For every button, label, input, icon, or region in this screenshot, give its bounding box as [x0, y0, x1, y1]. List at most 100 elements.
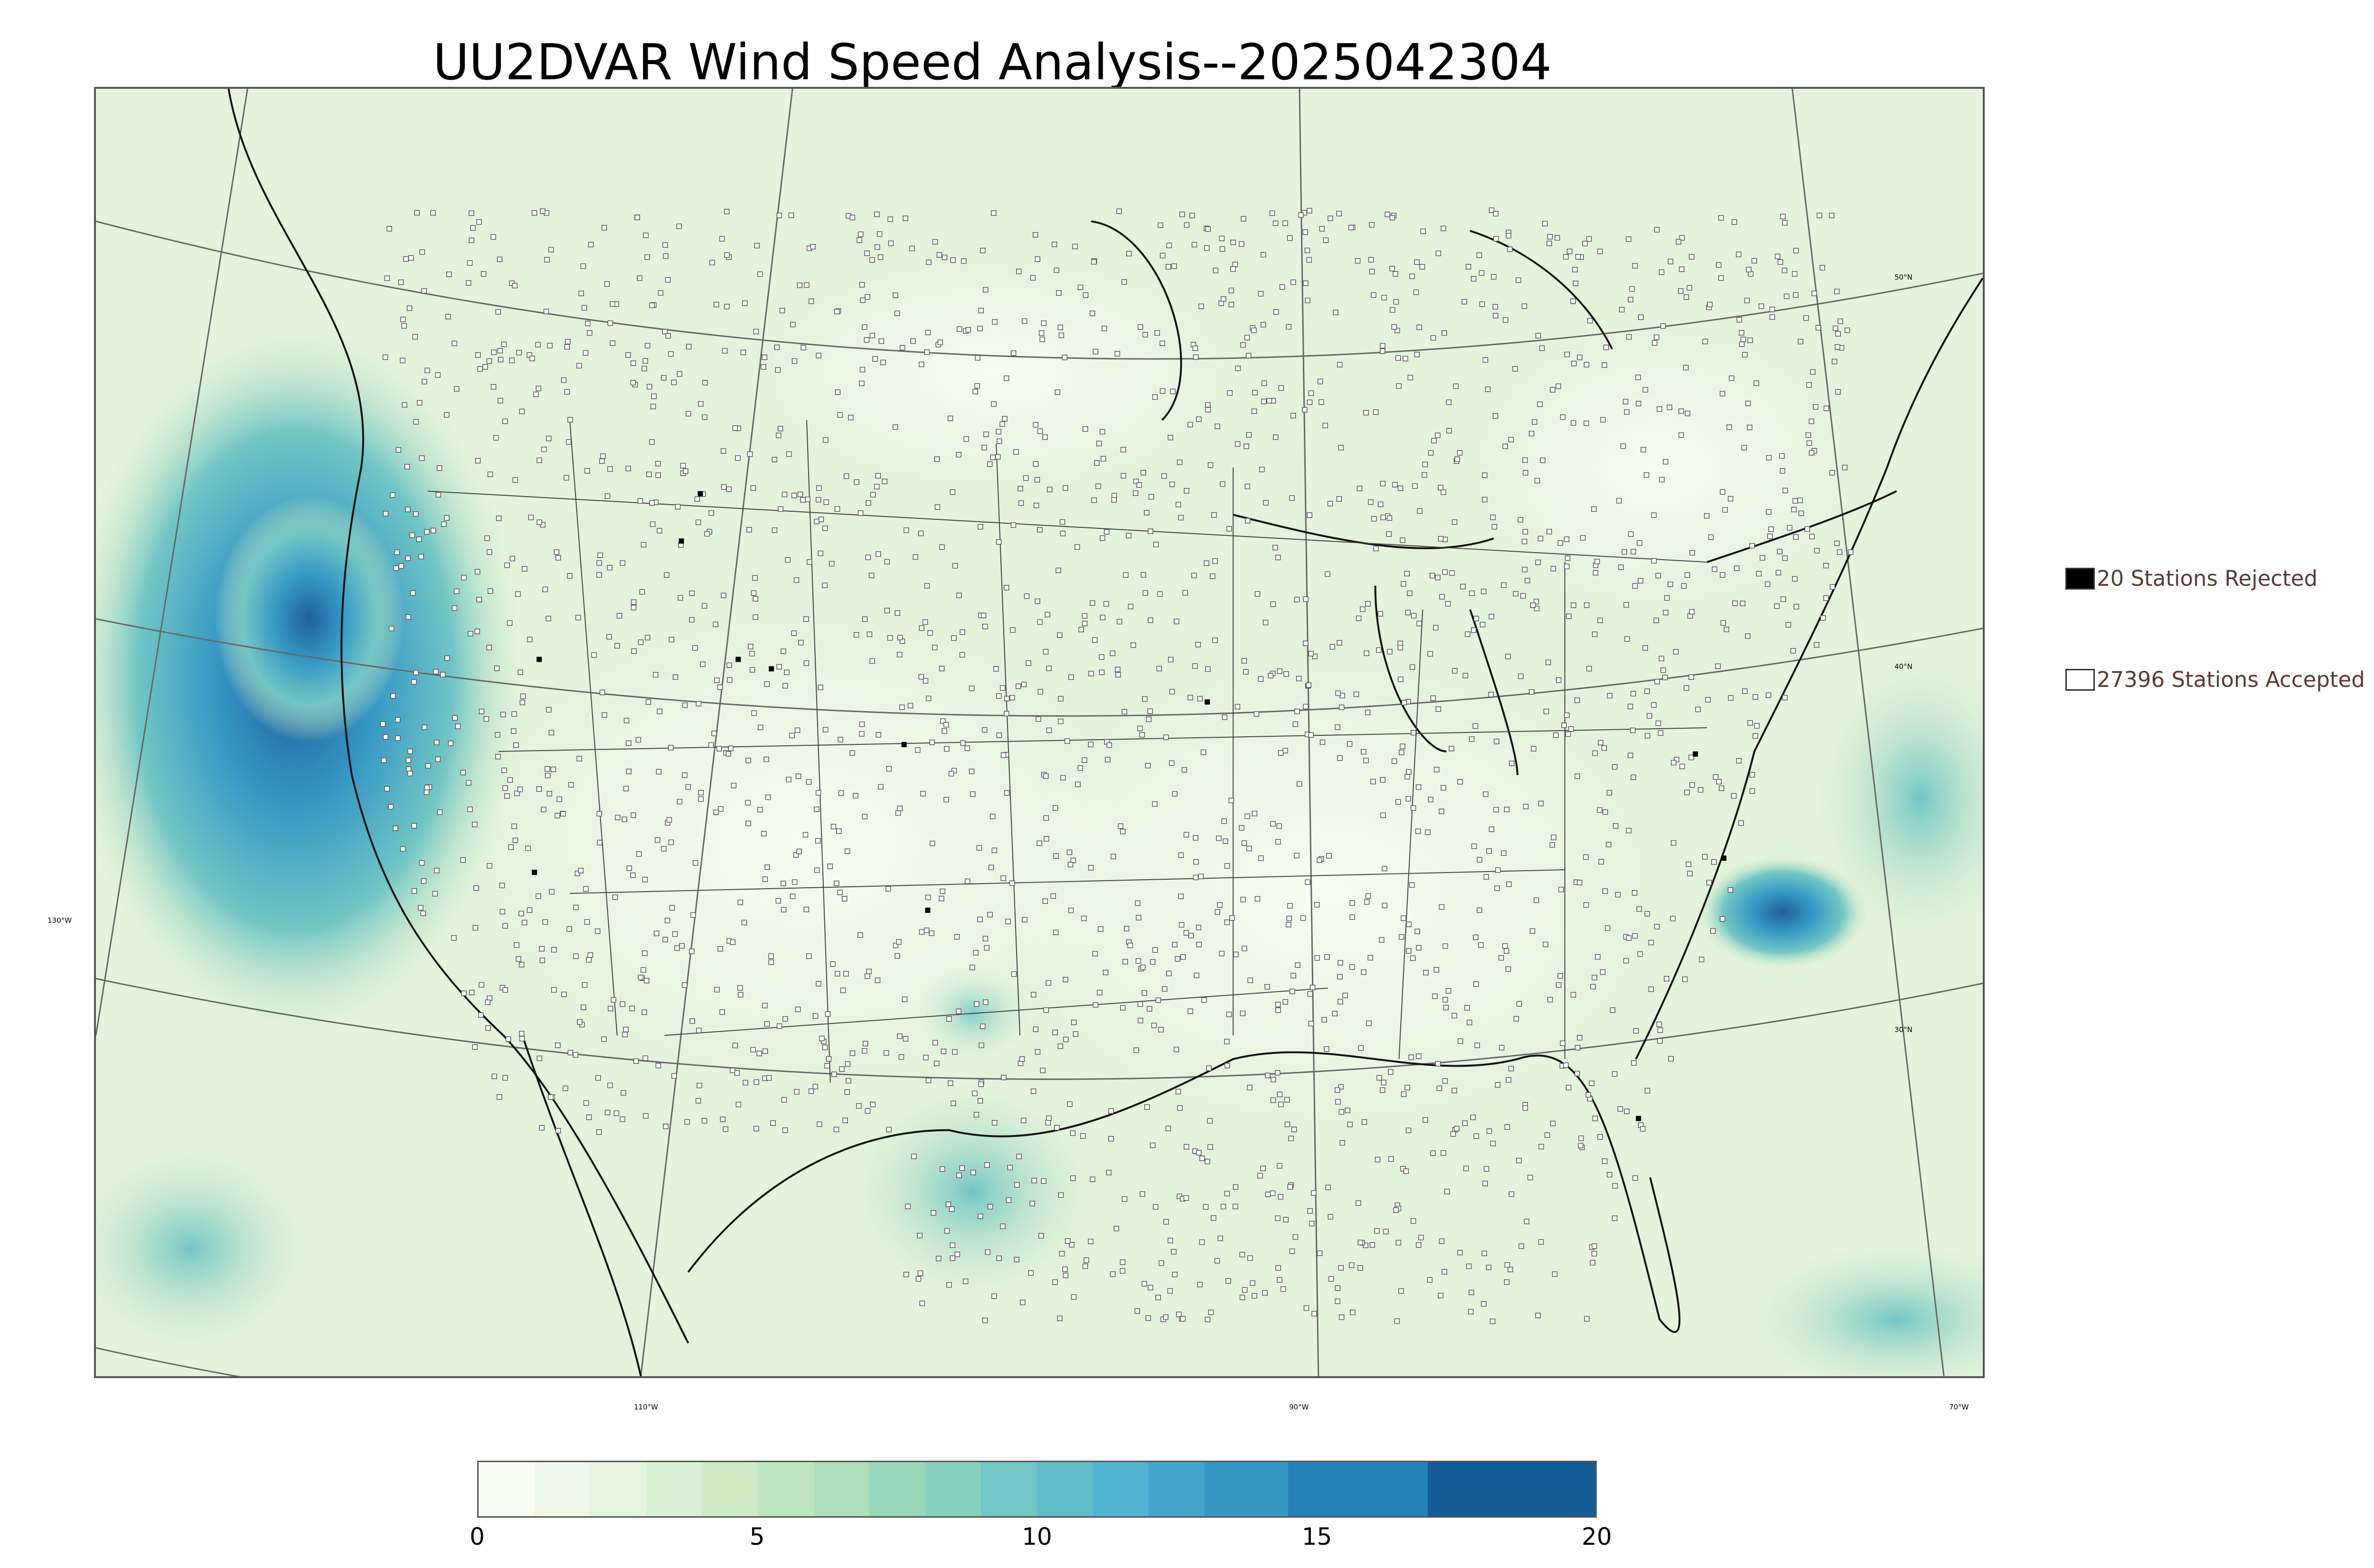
accepted-station-marker	[1684, 685, 1689, 691]
accepted-station-marker	[922, 619, 928, 625]
accepted-station-marker	[837, 890, 843, 895]
accepted-station-marker	[1239, 241, 1244, 247]
accepted-station-marker	[1370, 779, 1376, 785]
accepted-station-marker	[1787, 525, 1792, 531]
accepted-station-marker	[555, 1042, 561, 1048]
accepted-station-marker	[898, 1054, 904, 1060]
accepted-station-marker	[984, 1162, 990, 1168]
rejected-station-marker	[1205, 699, 1210, 705]
accepted-station-marker	[1745, 401, 1751, 406]
accepted-station-marker	[1258, 676, 1264, 682]
accepted-station-marker	[1547, 997, 1553, 1003]
accepted-station-marker	[1535, 333, 1541, 338]
accepted-station-marker	[1312, 653, 1318, 659]
accepted-station-marker	[782, 1127, 788, 1133]
accepted-station-marker	[896, 652, 903, 657]
accepted-station-marker	[1075, 781, 1081, 788]
accepted-station-marker	[421, 878, 427, 884]
accepted-station-marker	[1149, 959, 1156, 965]
accepted-station-marker	[1184, 488, 1189, 494]
accepted-station-marker	[642, 1055, 649, 1061]
accepted-station-marker	[1014, 1182, 1020, 1188]
accepted-station-marker	[822, 1044, 828, 1051]
accepted-station-marker	[1082, 757, 1087, 763]
accepted-station-marker	[586, 957, 592, 963]
accepted-station-marker	[1600, 969, 1606, 975]
accepted-station-marker	[1414, 259, 1420, 265]
accepted-station-marker	[1597, 1134, 1603, 1140]
accepted-station-marker	[1140, 964, 1146, 970]
accepted-station-marker	[460, 770, 466, 776]
accepted-station-marker	[1133, 479, 1139, 484]
accepted-station-marker	[952, 563, 958, 569]
accepted-station-marker	[1404, 774, 1410, 779]
accepted-station-marker	[761, 831, 767, 836]
accepted-station-marker	[849, 1050, 856, 1056]
accepted-station-marker	[1498, 955, 1504, 961]
accepted-station-marker	[1506, 233, 1512, 239]
accepted-station-marker	[1063, 485, 1068, 491]
accepted-station-marker	[763, 756, 769, 762]
accepted-station-marker	[573, 953, 579, 959]
accepted-station-marker	[1713, 774, 1719, 780]
accepted-station-marker	[1234, 704, 1241, 710]
accepted-station-marker	[1262, 620, 1269, 626]
accepted-station-marker	[1093, 1002, 1099, 1008]
accepted-station-marker	[1577, 880, 1583, 885]
accepted-station-marker	[837, 412, 843, 418]
accepted-station-marker	[1679, 266, 1685, 272]
accepted-station-marker	[413, 511, 419, 517]
accepted-station-marker	[1208, 1309, 1214, 1315]
accepted-station-marker	[884, 559, 890, 564]
accepted-station-marker	[897, 1033, 903, 1039]
accepted-station-marker	[1465, 631, 1470, 637]
accepted-station-marker	[1206, 1065, 1212, 1071]
accepted-station-marker	[1365, 709, 1371, 715]
accepted-station-marker	[838, 737, 843, 742]
accepted-station-marker	[1067, 1101, 1073, 1107]
accepted-station-marker	[1670, 840, 1677, 846]
accepted-station-marker	[754, 1079, 759, 1085]
accepted-station-marker	[476, 219, 482, 225]
accepted-station-marker	[1226, 1012, 1232, 1017]
accepted-station-marker	[1058, 1192, 1064, 1198]
accepted-station-marker	[499, 883, 505, 888]
accepted-station-marker	[1391, 324, 1397, 330]
accepted-station-marker	[996, 539, 1002, 545]
accepted-station-marker	[970, 1170, 976, 1175]
accepted-station-marker	[1452, 668, 1458, 674]
accepted-station-marker	[979, 1042, 984, 1048]
accepted-station-marker	[1360, 606, 1366, 612]
accepted-station-marker	[475, 352, 481, 358]
accepted-station-marker	[869, 332, 876, 338]
accepted-station-marker	[498, 357, 504, 363]
accepted-station-marker	[854, 479, 859, 485]
accepted-station-marker	[1270, 821, 1276, 827]
accepted-station-marker	[816, 353, 821, 358]
accepted-station-marker	[1491, 524, 1498, 530]
accepted-station-marker	[1000, 875, 1006, 881]
accepted-station-marker	[1083, 292, 1089, 298]
accepted-station-marker	[1474, 1042, 1480, 1048]
accepted-station-marker	[1158, 222, 1163, 228]
accepted-station-marker	[876, 732, 882, 738]
accepted-station-marker	[1427, 651, 1433, 657]
accepted-station-marker	[679, 943, 685, 949]
accepted-station-marker	[1132, 490, 1139, 496]
accepted-station-marker	[784, 669, 790, 676]
accepted-station-marker	[668, 351, 674, 357]
accepted-station-marker	[1136, 482, 1142, 488]
accepted-station-marker	[647, 384, 652, 390]
accepted-station-marker	[940, 1166, 945, 1172]
accepted-station-marker	[1364, 650, 1369, 656]
accepted-station-marker	[1374, 1228, 1380, 1234]
accepted-station-marker	[649, 439, 655, 445]
wind-speed-map[interactable]	[94, 87, 1985, 1378]
accepted-station-marker	[1509, 761, 1515, 766]
accepted-station-marker	[1590, 1260, 1596, 1266]
accepted-station-marker	[1159, 1260, 1164, 1266]
accepted-station-marker	[737, 985, 743, 991]
accepted-station-marker	[830, 961, 836, 967]
accepted-station-marker	[1177, 1105, 1183, 1111]
accepted-station-marker	[1769, 314, 1775, 320]
